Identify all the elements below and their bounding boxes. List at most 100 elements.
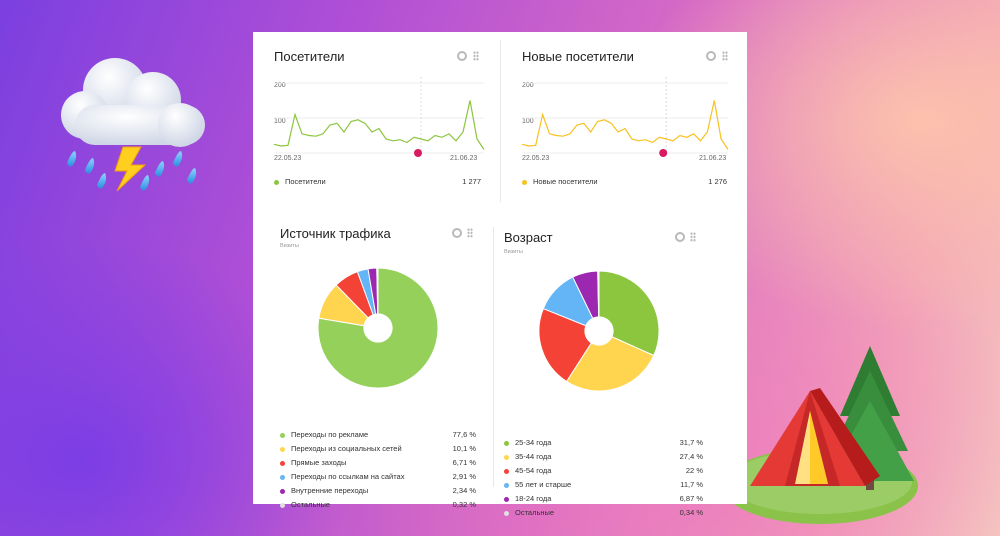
y-tick-200: 200	[522, 82, 534, 89]
legend-label: Прямые заходы	[291, 458, 347, 467]
legend-item[interactable]: 45-54 года	[504, 466, 551, 475]
legend-dot	[504, 440, 509, 446]
new-visitors-legend-label: Новые посетители	[533, 177, 598, 186]
legend-dot	[280, 446, 285, 452]
legend-label: 25-34 года	[515, 438, 552, 447]
legend-value: 77,6 %	[452, 430, 476, 439]
age-subtitle: Визиты	[504, 249, 523, 255]
legend-label: 35-44 года	[515, 452, 552, 461]
legend-label: Переходы по рекламе	[291, 430, 369, 439]
legend-item[interactable]: 55 лет и старше	[504, 480, 571, 489]
vertical-divider-lower	[493, 227, 494, 487]
drag-handle-icon[interactable]	[722, 51, 728, 61]
traffic-subtitle: Визиты	[280, 243, 299, 249]
legend-dot	[274, 179, 279, 185]
pie-slice[interactable]	[538, 307, 600, 383]
vertical-divider	[500, 40, 501, 202]
traffic-donut-chart	[317, 267, 439, 389]
legend-value: 31,7 %	[679, 438, 703, 447]
legend-dot	[280, 460, 285, 466]
legend-dot	[280, 488, 285, 494]
legend-item[interactable]: 25-34 года	[504, 438, 551, 447]
date-start: 22.05.23	[522, 155, 550, 162]
date-end: 21.06.23	[450, 155, 478, 162]
legend-value: 0,32 %	[452, 500, 476, 509]
legend-label: 18-24 года	[515, 494, 552, 503]
legend-label: 55 лет и старше	[515, 480, 572, 489]
legend-item[interactable]: Переходы по рекламе	[280, 430, 368, 439]
visitors-legend-label: Посетители	[285, 177, 326, 186]
series-line	[521, 100, 729, 150]
legend-value: 11,7 %	[680, 480, 703, 489]
legend-item[interactable]: 35-44 года	[504, 452, 551, 461]
legend-item[interactable]: Внутренние переходы	[280, 486, 368, 495]
legend-dot	[522, 179, 527, 185]
legend-item[interactable]: Переходы из социальных сетей	[280, 444, 402, 453]
settings-gear-icon[interactable]	[675, 232, 685, 242]
settings-gear-icon[interactable]	[452, 228, 462, 238]
legend-item[interactable]: Переходы по ссылкам на сайтах	[280, 472, 404, 481]
legend-dot	[280, 502, 285, 508]
visitors-widget: Посетители 200 100 22.05.23 21.06.23 Пос…	[253, 32, 500, 202]
age-title: Возраст	[504, 230, 553, 245]
y-tick-100: 100	[274, 118, 286, 125]
age-widget: Возраст Визиты 25-34 года 31,7 % 35-44 год…	[494, 217, 724, 517]
new-visitors-legend: Новые посетители	[522, 177, 598, 186]
legend-value: 6,87 %	[679, 494, 703, 503]
legend-dot	[504, 496, 509, 502]
legend-label: 45-54 года	[515, 466, 552, 475]
y-tick-200: 200	[274, 82, 286, 89]
legend-value: 27,4 %	[679, 452, 703, 461]
legend-value: 2,91 %	[452, 472, 476, 481]
legend-value: 2,34 %	[452, 486, 476, 495]
age-pie-chart	[538, 270, 660, 392]
new-visitors-line-chart	[521, 77, 729, 157]
legend-label: Переходы по ссылкам на сайтах	[291, 472, 405, 481]
legend-value: 6,71 %	[452, 458, 476, 467]
legend-value: 22 %	[685, 466, 703, 475]
visitors-legend: Посетители	[274, 177, 326, 186]
new-visitors-widget: Новые посетители 200 100 22.05.23 21.06.…	[501, 32, 747, 202]
legend-value: 10,1 %	[452, 444, 476, 453]
pie-slice[interactable]	[598, 270, 660, 357]
traffic-source-widget: Источник трафика Визиты Переходы по рекл…	[253, 217, 493, 509]
series-line	[273, 100, 485, 150]
settings-gear-icon[interactable]	[706, 51, 716, 61]
settings-gear-icon[interactable]	[457, 51, 467, 61]
legend-label: Внутренние переходы	[291, 486, 369, 495]
storm-cloud-icon	[61, 58, 205, 192]
legend-item[interactable]: Остальные	[280, 500, 330, 509]
visitors-title: Посетители	[274, 49, 345, 64]
date-end: 21.06.23	[699, 155, 727, 162]
legend-label: Остальные	[291, 500, 331, 509]
legend-dot	[504, 454, 509, 460]
legend-dot	[280, 474, 285, 480]
legend-item[interactable]: 18-24 года	[504, 494, 551, 503]
drag-handle-icon[interactable]	[473, 51, 479, 61]
visitors-line-chart	[273, 77, 485, 157]
legend-dot	[280, 432, 285, 438]
legend-value: 0,34 %	[679, 508, 703, 517]
annotation-marker[interactable]	[659, 149, 668, 157]
legend-dot	[504, 510, 509, 516]
pie-slice[interactable]	[565, 330, 655, 392]
visitors-total: 1 277	[462, 177, 481, 186]
camping-tent-icon	[722, 346, 918, 524]
traffic-title: Источник трафика	[280, 226, 391, 241]
legend-item[interactable]: Остальные	[504, 508, 554, 517]
legend-item[interactable]: Прямые заходы	[280, 458, 346, 467]
annotation-marker[interactable]	[414, 149, 422, 157]
dashboard-panel: Посетители 200 100 22.05.23 21.06.23 Пос…	[253, 32, 747, 517]
legend-label: Переходы из социальных сетей	[291, 444, 402, 453]
pie-center-hole	[584, 316, 614, 346]
pie-slice[interactable]	[597, 270, 600, 332]
legend-label: Остальные	[515, 508, 555, 517]
drag-handle-icon[interactable]	[690, 232, 696, 242]
legend-dot	[504, 482, 509, 488]
new-visitors-title: Новые посетители	[522, 49, 634, 64]
legend-dot	[504, 468, 509, 474]
y-tick-100: 100	[522, 118, 534, 125]
drag-handle-icon[interactable]	[467, 228, 473, 238]
date-start: 22.05.23	[274, 155, 302, 162]
pie-slice[interactable]	[376, 267, 379, 329]
